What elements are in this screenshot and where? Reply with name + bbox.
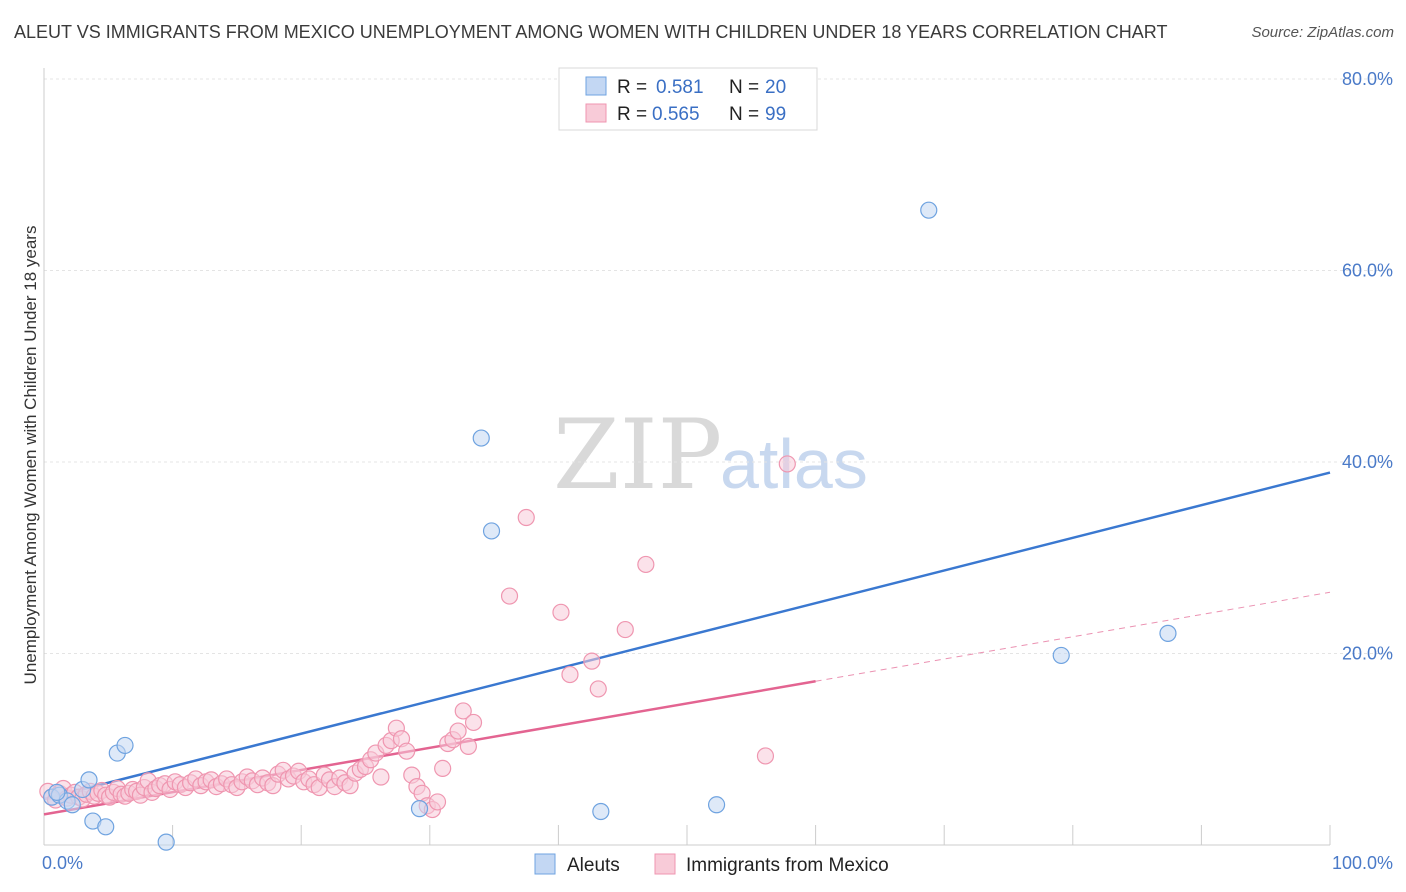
- aleuts-trend-line: [43, 471, 1331, 801]
- legend-r-label-1: R =: [617, 77, 647, 98]
- mexico-point: [464, 713, 483, 732]
- aleut-point: [48, 783, 66, 801]
- aleut-point: [157, 833, 175, 851]
- mexico-point: [778, 455, 796, 473]
- data-points: [39, 201, 1177, 851]
- series-label-aleuts: Aleuts: [567, 855, 620, 876]
- series-aleuts-points: [43, 201, 1177, 851]
- mexico-point: [454, 702, 472, 720]
- aleut-point: [410, 800, 429, 818]
- legend-swatch-aleuts: [585, 76, 607, 96]
- mexico-point: [583, 652, 601, 670]
- chart-title: ALEUT VS IMMIGRANTS FROM MEXICO UNEMPLOY…: [14, 22, 1168, 42]
- y-tick-label-40: 40.0%: [1342, 452, 1393, 472]
- source-attribution: Source: ZipAtlas.com: [1251, 24, 1394, 41]
- mexico-point: [428, 793, 447, 811]
- x-tick-label-0: 0.0%: [42, 853, 83, 873]
- mexico-point: [637, 555, 655, 574]
- mexico-point: [517, 508, 535, 527]
- series-swatch-mexico: [654, 853, 676, 875]
- y-tick-labels: 20.0% 40.0% 60.0% 80.0%: [1342, 69, 1393, 664]
- mexico-point: [459, 737, 477, 755]
- legend-r-value-1: 0.581: [656, 77, 704, 98]
- aleut-point: [1052, 646, 1070, 665]
- mexico-point: [756, 747, 775, 765]
- aleut-point: [116, 736, 134, 755]
- mexico-point: [449, 722, 467, 740]
- legend-n-label-1: N =: [729, 77, 759, 98]
- aleut-point: [920, 201, 938, 219]
- legend-r-label-2: R =: [617, 104, 647, 125]
- mexico-point: [434, 759, 452, 778]
- legend-swatch-mexico: [585, 103, 607, 123]
- legend-n-label-2: N =: [729, 104, 759, 125]
- y-tick-label-80: 80.0%: [1342, 69, 1393, 89]
- aleut-point: [1159, 624, 1177, 642]
- mexico-point: [372, 768, 390, 786]
- mexico-point: [500, 587, 519, 605]
- legend-r-value-2: 0.565: [652, 104, 700, 125]
- series-label-mexico: Immigrants from Mexico: [686, 855, 889, 876]
- axes: [43, 68, 1331, 846]
- watermark-zip: ZIP: [553, 399, 722, 511]
- mexico-point: [589, 680, 607, 698]
- x-tick-labels: 0.0% 100.0%: [42, 853, 1393, 873]
- aleut-point: [97, 818, 115, 836]
- mexico-point: [616, 620, 634, 639]
- grid-lines: [44, 78, 1392, 654]
- y-tick-label-60: 60.0%: [1342, 261, 1393, 281]
- aleut-point: [482, 522, 501, 540]
- mexico-trend-extension: [815, 591, 1331, 682]
- aleut-point: [472, 429, 490, 447]
- aleut-point: [707, 796, 726, 814]
- aleut-point: [592, 802, 610, 821]
- aleut-point: [80, 771, 98, 789]
- series-swatch-aleuts: [534, 853, 556, 875]
- mexico-point: [398, 742, 416, 760]
- series-mexico-points: [39, 455, 796, 819]
- legend-n-value-2: 99: [765, 104, 786, 125]
- aleut-point: [63, 796, 81, 814]
- correlation-legend: R = 0.581 N = 20 R = 0.565 N = 99: [558, 67, 818, 131]
- series-legend: Aleuts Immigrants from Mexico: [534, 853, 889, 876]
- trend-lines: [43, 471, 1331, 816]
- mexico-point: [561, 665, 579, 684]
- y-tick-label-20: 20.0%: [1342, 644, 1393, 664]
- y-axis-label: Unemployment Among Women with Children U…: [21, 226, 40, 685]
- x-tick-label-100: 100.0%: [1332, 853, 1393, 873]
- mexico-point: [552, 603, 570, 621]
- legend-n-value-1: 20: [765, 77, 786, 98]
